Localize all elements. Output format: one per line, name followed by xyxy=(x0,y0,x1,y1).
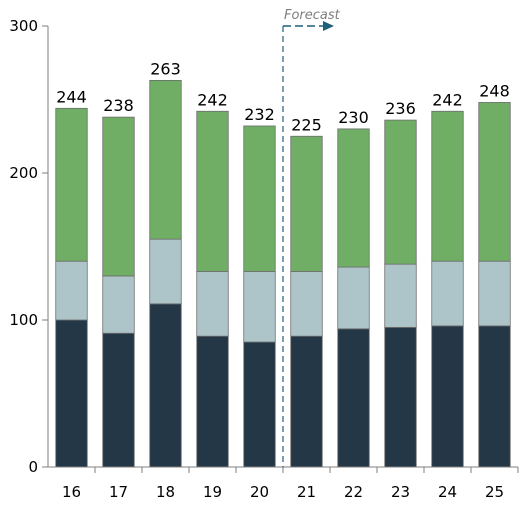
total-labels-group: 244 238 263 242 232 225 230 236 242 248 xyxy=(56,59,510,134)
total-label-20: 232 xyxy=(244,105,275,124)
x-tick-label-16: 16 xyxy=(62,483,81,501)
bar-segment-22-2 xyxy=(337,266,370,330)
y-tick-label-300: 300 xyxy=(9,17,38,35)
bar-segment-23-1 xyxy=(384,326,417,468)
total-label-18: 263 xyxy=(150,59,181,78)
bar-segment-24-2 xyxy=(431,260,464,327)
bar-segment-16-1 xyxy=(55,319,88,468)
bar-segment-20-3 xyxy=(243,125,276,272)
total-label-23: 236 xyxy=(385,99,416,118)
bar-segment-22-1 xyxy=(337,328,370,468)
x-tick-label-17: 17 xyxy=(109,483,128,501)
bar-segment-21-2 xyxy=(290,271,323,337)
bar-segment-21-3 xyxy=(290,135,323,272)
x-tick-label-20: 20 xyxy=(250,483,269,501)
x-tick-label-18: 18 xyxy=(156,483,175,501)
bar-segment-25-1 xyxy=(478,325,511,468)
total-label-22: 230 xyxy=(338,108,369,127)
x-tick-label-24: 24 xyxy=(438,483,457,501)
axes-group: 16 17 18 19 20 21 22 23 24 25 0 100 200 300 xyxy=(9,17,519,501)
y-tick-label-0: 0 xyxy=(28,458,38,476)
bar-segment-25-2 xyxy=(478,260,511,327)
bar-segment-24-3 xyxy=(431,110,464,262)
total-label-17: 238 xyxy=(103,96,134,115)
forecast-arrow-head xyxy=(323,21,334,31)
bar-segment-22-3 xyxy=(337,128,370,268)
total-label-25: 248 xyxy=(479,81,510,100)
forecast-annotation: Forecast xyxy=(282,8,341,467)
bar-segment-19-3 xyxy=(196,110,229,272)
y-tick-label-200: 200 xyxy=(9,164,38,182)
bar-segment-19-2 xyxy=(196,271,229,337)
bar-segment-25-3 xyxy=(478,102,511,262)
total-label-24: 242 xyxy=(432,90,463,109)
total-label-16: 244 xyxy=(56,87,87,106)
x-tick-label-19: 19 xyxy=(203,483,222,501)
x-tick-label-23: 23 xyxy=(391,483,410,501)
bar-segment-17-3 xyxy=(102,116,135,277)
bar-segment-23-3 xyxy=(384,119,417,265)
bar-segment-18-3 xyxy=(149,79,182,240)
bar-segment-21-1 xyxy=(290,335,323,468)
bar-segment-20-2 xyxy=(243,271,276,343)
bars-group xyxy=(55,79,511,468)
bar-segment-17-2 xyxy=(102,275,135,334)
bar-segment-18-2 xyxy=(149,238,182,305)
bar-segment-16-2 xyxy=(55,260,88,321)
bar-segment-16-3 xyxy=(55,107,88,262)
bar-segment-20-1 xyxy=(243,341,276,468)
bar-segment-23-2 xyxy=(384,263,417,328)
bar-segment-18-1 xyxy=(149,303,182,468)
x-tick-label-22: 22 xyxy=(344,483,363,501)
total-label-21: 225 xyxy=(291,115,322,134)
y-tick-label-100: 100 xyxy=(9,311,38,329)
x-tick-label-25: 25 xyxy=(485,483,504,501)
total-label-19: 242 xyxy=(197,90,228,109)
forecast-label: Forecast xyxy=(284,8,341,23)
bar-segment-19-1 xyxy=(196,335,229,468)
x-tick-label-21: 21 xyxy=(297,483,316,501)
bar-segment-24-1 xyxy=(431,325,464,468)
bar-segment-17-1 xyxy=(102,332,135,468)
